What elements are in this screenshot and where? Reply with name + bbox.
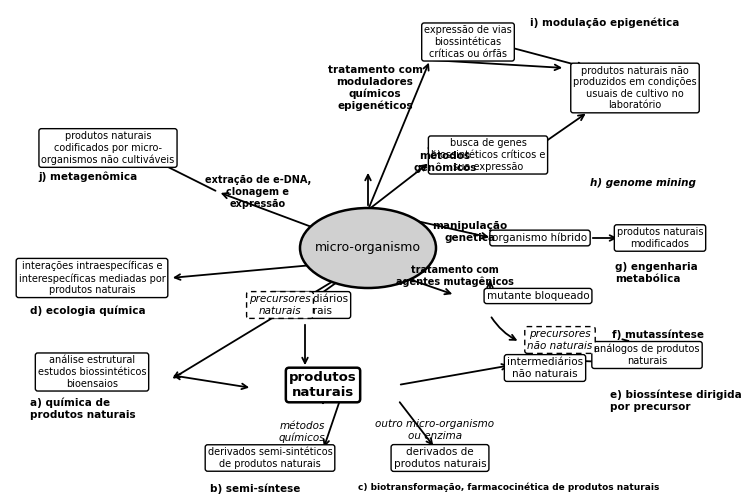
Text: manipulação
genética: manipulação genética bbox=[432, 221, 507, 243]
Text: c) biotransformação, farmacocinética de produtos naturais: c) biotransformação, farmacocinética de … bbox=[358, 483, 659, 492]
Text: expressão de vias
biossintéticas
críticas ou órfãs: expressão de vias biossintéticas crítica… bbox=[424, 26, 512, 59]
Text: e) biossíntese dirigida
por precursor: e) biossíntese dirigida por precursor bbox=[610, 390, 742, 412]
Text: precursores
naturais: precursores naturais bbox=[249, 294, 311, 316]
Text: a) química de
produtos naturais: a) química de produtos naturais bbox=[30, 398, 136, 420]
Text: interações intraespecíficas e
interespecíficas mediadas por
produtos naturais: interações intraespecíficas e interespec… bbox=[19, 261, 165, 295]
Text: i) modulação epigenética: i) modulação epigenética bbox=[530, 18, 679, 29]
Text: busca de genes
biossintéticos críticos e
sua expressão: busca de genes biossintéticos críticos e… bbox=[431, 138, 545, 172]
Text: produtos naturais
modificados: produtos naturais modificados bbox=[617, 227, 703, 249]
Text: extração de e-DNA,
clonagem e
expressão: extração de e-DNA, clonagem e expressão bbox=[205, 175, 311, 208]
Text: intermediários
naturais: intermediários naturais bbox=[272, 294, 348, 316]
Text: derivados semi-sintéticos
de produtos naturais: derivados semi-sintéticos de produtos na… bbox=[208, 447, 332, 469]
Text: produtos
naturais: produtos naturais bbox=[289, 371, 357, 399]
Text: produtos naturais
codificados por micro-
organismos não cultiváveis: produtos naturais codificados por micro-… bbox=[42, 131, 174, 165]
Text: j) metagenômica: j) metagenômica bbox=[38, 172, 137, 182]
Text: análogos de produtos
naturais: análogos de produtos naturais bbox=[595, 344, 700, 366]
Text: outro micro-organismo
ou enzima: outro micro-organismo ou enzima bbox=[375, 419, 495, 441]
Text: d) ecologia química: d) ecologia química bbox=[30, 305, 145, 316]
Text: produtos naturais não
produzidos em condições
usuais de cultivo no
laboratório: produtos naturais não produzidos em cond… bbox=[573, 66, 697, 110]
Text: métodos
genômicos: métodos genômicos bbox=[413, 151, 477, 173]
Text: métodos
químicos: métodos químicos bbox=[279, 421, 326, 443]
Text: g) engenharia
metabólica: g) engenharia metabólica bbox=[615, 262, 698, 284]
Ellipse shape bbox=[300, 208, 436, 288]
Text: precursores
não naturais: precursores não naturais bbox=[527, 329, 592, 351]
Text: derivados de
produtos naturais: derivados de produtos naturais bbox=[393, 447, 486, 469]
Text: h) genome mining: h) genome mining bbox=[590, 178, 696, 188]
Text: micro-organismo: micro-organismo bbox=[315, 241, 421, 255]
Text: análise estrutural
estudos biossintéticos
bioensaios: análise estrutural estudos biossintético… bbox=[38, 355, 146, 389]
Text: f) mutassíntese: f) mutassíntese bbox=[612, 330, 704, 341]
Text: tratamento com
moduladores
químicos
epigenéticos: tratamento com moduladores químicos epig… bbox=[328, 65, 422, 111]
Text: organismo híbrido: organismo híbrido bbox=[492, 233, 588, 243]
Text: intermediários
não naturais: intermediários não naturais bbox=[507, 357, 583, 379]
Text: mutante bloqueado: mutante bloqueado bbox=[486, 291, 589, 301]
Text: tratamento com
agentes mutagênicos: tratamento com agentes mutagênicos bbox=[396, 265, 514, 287]
Text: b) semi-síntese: b) semi-síntese bbox=[210, 483, 300, 493]
